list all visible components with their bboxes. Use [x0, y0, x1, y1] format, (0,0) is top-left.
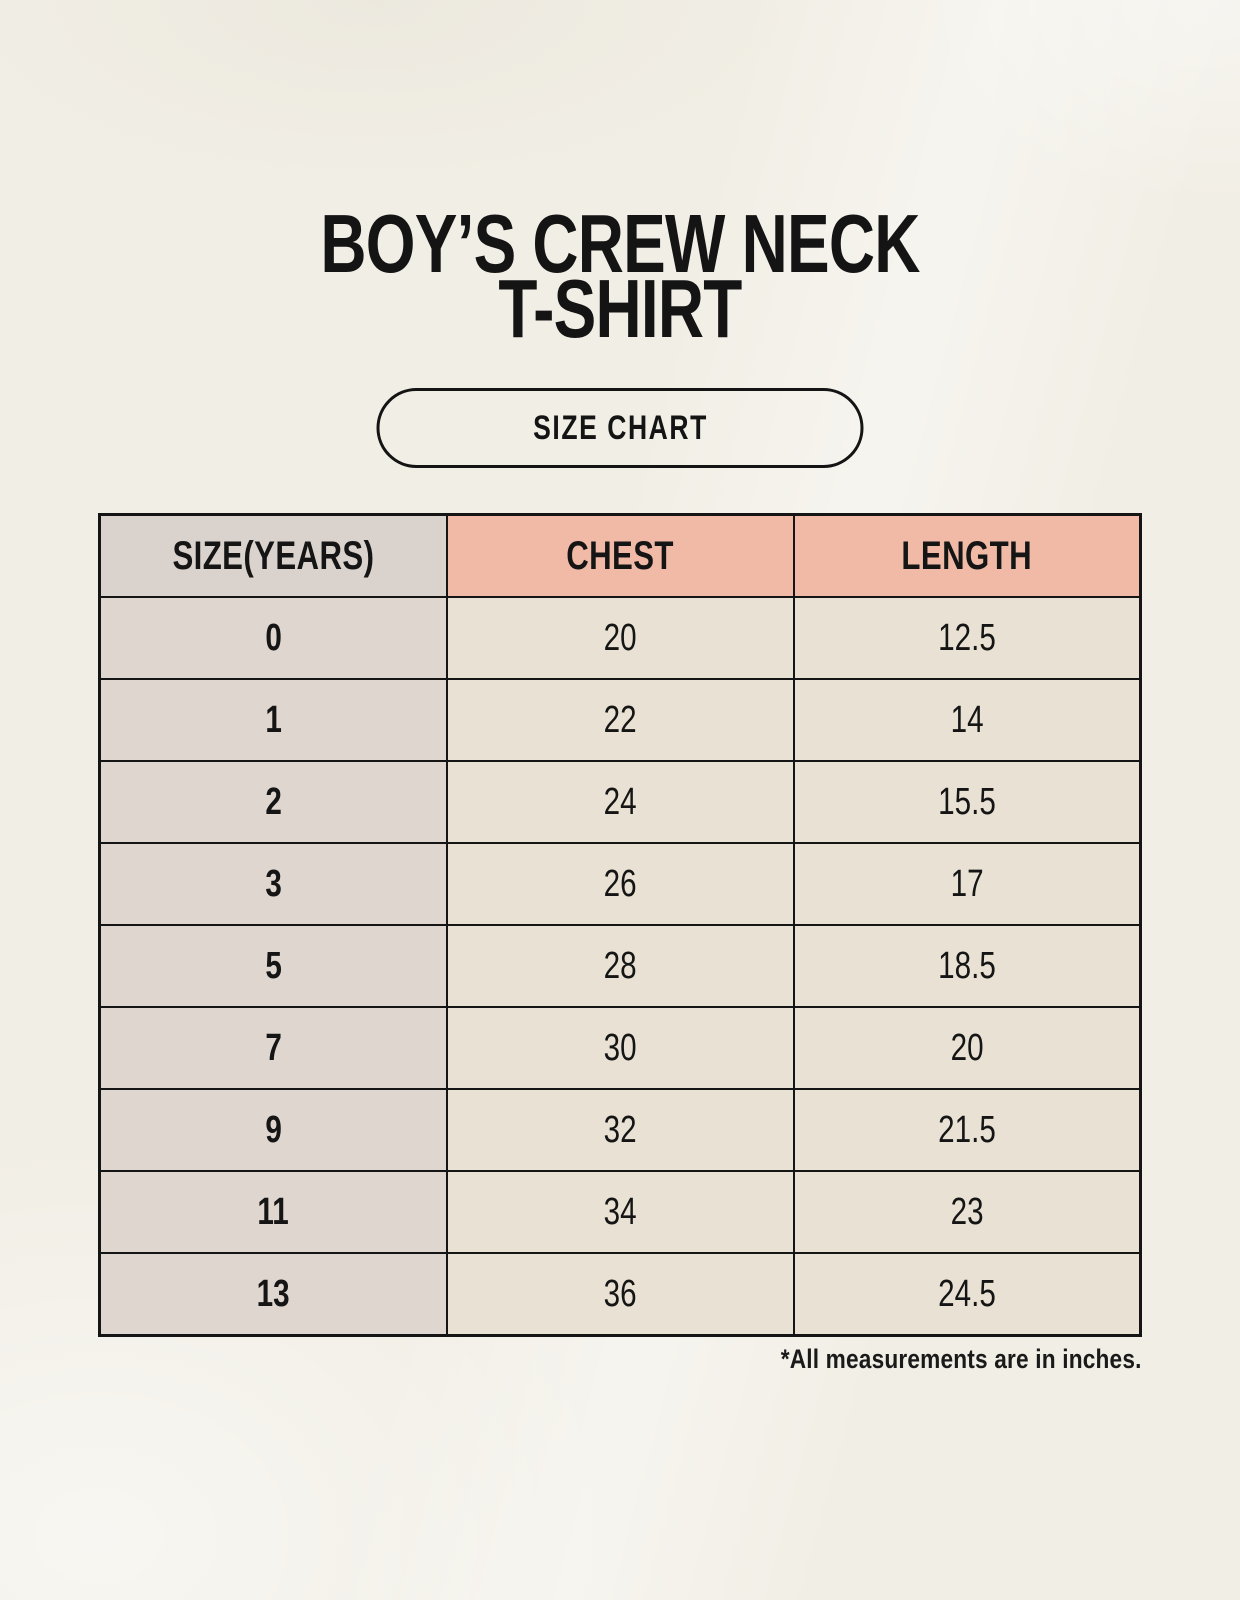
header-cell-length: LENGTH: [792, 513, 1142, 598]
size-year-cell: 11: [98, 1170, 448, 1254]
size-year-cell-text: 0: [264, 616, 282, 659]
table-row: 9 32 21.5: [98, 1088, 1142, 1172]
size-chart-badge: SIZE CHART: [376, 388, 864, 468]
measurement-note: *All measurements are in inches.: [781, 1344, 1142, 1374]
chest-cell-text: 32: [603, 1108, 637, 1151]
size-table-head: SIZE(YEARS) CHEST LENGTH: [98, 513, 1142, 598]
chest-cell-text: 26: [603, 862, 637, 905]
length-cell: 17: [792, 842, 1142, 926]
table-row: 11 34 23: [98, 1170, 1142, 1254]
length-cell-text: 24.5: [937, 1272, 996, 1315]
length-cell: 18.5: [792, 924, 1142, 1008]
size-table: SIZE(YEARS) CHEST LENGTH 0 20 12.5 1 22 14 2 24…: [98, 513, 1142, 1337]
length-cell: 20: [792, 1006, 1142, 1090]
size-year-cell: 0: [98, 596, 448, 680]
length-cell: 12.5: [792, 596, 1142, 680]
size-year-cell: 13: [98, 1252, 448, 1337]
header-cell-size-years-label: SIZE(YEARS): [172, 533, 375, 578]
table-row: 5 28 18.5: [98, 924, 1142, 1008]
size-year-cell: 7: [98, 1006, 448, 1090]
length-cell-text: 17: [950, 862, 984, 905]
chest-cell-text: 20: [603, 616, 637, 659]
chest-cell-text: 28: [603, 944, 637, 987]
size-year-cell-text: 3: [264, 862, 282, 905]
length-cell-text: 23: [950, 1190, 984, 1233]
length-cell-text: 14: [950, 698, 984, 741]
chest-cell: 26: [445, 842, 795, 926]
size-year-cell: 3: [98, 842, 448, 926]
chest-cell-text: 24: [603, 780, 637, 823]
footnote-row: *All measurements are in inches.: [98, 1344, 1142, 1375]
chest-cell-text: 34: [603, 1190, 637, 1233]
table-row: 3 26 17: [98, 842, 1142, 926]
length-cell: 21.5: [792, 1088, 1142, 1172]
table-row: 1 22 14: [98, 678, 1142, 762]
header-cell-length-label: LENGTH: [901, 533, 1033, 578]
chest-cell: 30: [445, 1006, 795, 1090]
length-cell: 23: [792, 1170, 1142, 1254]
size-table-header-row: SIZE(YEARS) CHEST LENGTH: [98, 513, 1142, 598]
table-row: 0 20 12.5: [98, 596, 1142, 680]
page-title: BOY’S CREW NECK T-SHIRT: [143, 197, 1098, 355]
chest-cell: 22: [445, 678, 795, 762]
size-year-cell-text: 5: [264, 944, 282, 987]
length-cell-text: 20: [950, 1026, 984, 1069]
length-cell: 14: [792, 678, 1142, 762]
page-title-line1: BOY’S CREW NECK: [320, 197, 920, 290]
chest-cell-text: 22: [603, 698, 637, 741]
chest-cell: 24: [445, 760, 795, 844]
size-year-cell-text: 2: [264, 780, 282, 823]
length-cell-text: 12.5: [937, 616, 996, 659]
chest-cell-text: 30: [603, 1026, 637, 1069]
page-title-line2: T-SHIRT: [498, 262, 742, 355]
length-cell-text: 18.5: [937, 944, 996, 987]
header-cell-size-years: SIZE(YEARS): [98, 513, 448, 598]
table-row: 13 36 24.5: [98, 1252, 1142, 1337]
chest-cell: 20: [445, 596, 795, 680]
size-year-cell-text: 11: [257, 1190, 289, 1233]
length-cell: 15.5: [792, 760, 1142, 844]
chest-cell: 36: [445, 1252, 795, 1337]
size-year-cell: 1: [98, 678, 448, 762]
header-cell-chest-label: CHEST: [566, 533, 674, 578]
table-row: 2 24 15.5: [98, 760, 1142, 844]
chest-cell-text: 36: [603, 1272, 637, 1315]
size-year-cell: 2: [98, 760, 448, 844]
size-table-body: 0 20 12.5 1 22 14 2 24 15.5 3 26 17 5 28 18.5 7 30 20 9 32 2…: [98, 596, 1142, 1337]
size-year-cell-text: 1: [264, 698, 282, 741]
header-cell-chest: CHEST: [445, 513, 795, 598]
length-cell: 24.5: [792, 1252, 1142, 1337]
length-cell-text: 21.5: [937, 1108, 996, 1151]
table-row: 7 30 20: [98, 1006, 1142, 1090]
size-year-cell-text: 9: [264, 1108, 282, 1151]
length-cell-text: 15.5: [937, 780, 996, 823]
chest-cell: 32: [445, 1088, 795, 1172]
size-year-cell: 9: [98, 1088, 448, 1172]
size-year-cell-text: 13: [256, 1272, 290, 1315]
chest-cell: 34: [445, 1170, 795, 1254]
size-year-cell-text: 7: [264, 1026, 282, 1069]
chest-cell: 28: [445, 924, 795, 1008]
size-year-cell: 5: [98, 924, 448, 1008]
size-chart-badge-label: SIZE CHART: [532, 408, 708, 447]
